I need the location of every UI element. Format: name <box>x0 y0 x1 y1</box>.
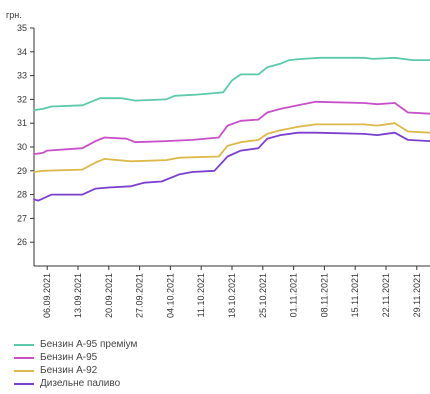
x-tick-label: 20.09.2021 <box>104 273 114 318</box>
x-tick-label: 29.11.2021 <box>412 273 422 317</box>
x-tick-label: 06.09.2021 <box>42 273 52 318</box>
legend-item: Дизельне паливо <box>14 377 137 390</box>
x-tick-label: 13.09.2021 <box>73 273 83 318</box>
y-tick-label: 35 <box>17 23 27 33</box>
y-tick-label: 32 <box>17 94 27 104</box>
x-tick-label: 27.09.2021 <box>135 273 145 318</box>
x-tick-label: 25.10.2021 <box>258 273 268 318</box>
legend-label: Бензин А-95 преміум <box>40 339 138 350</box>
series-line-3 <box>33 131 430 202</box>
legend-swatch <box>14 382 34 385</box>
y-tick-label: 28 <box>17 190 27 200</box>
series-line-0 <box>33 56 430 111</box>
y-axis-ticks: 26 27 28 29 30 31 32 33 34 35 <box>17 23 34 247</box>
legend-item: Бензин А-95 преміум <box>14 338 137 351</box>
x-tick-label: 22.11.2021 <box>381 273 391 317</box>
x-axis-ticks: 06.09.2021 13.09.2021 20.09.2021 27.09.2021… <box>42 266 422 318</box>
x-tick-label: 11.10.2021 <box>196 273 206 317</box>
x-tick-label: 04.10.2021 <box>165 273 175 318</box>
legend-swatch <box>14 356 34 359</box>
legend-item: Бензин А-95 <box>14 351 137 364</box>
y-tick-label: 34 <box>17 47 27 57</box>
legend-label: Дизельне паливо <box>40 378 121 389</box>
legend-label: Бензин А-92 <box>40 365 98 376</box>
y-tick-label: 31 <box>17 118 27 128</box>
x-tick-label: 18.10.2021 <box>227 273 237 318</box>
x-tick-label: 08.11.2021 <box>319 273 329 317</box>
legend-swatch <box>14 343 34 346</box>
legend-swatch <box>14 369 34 372</box>
legend-label: Бензин А-95 <box>40 352 98 363</box>
y-tick-label: 27 <box>17 213 27 223</box>
x-tick-label: 15.11.2021 <box>350 273 360 317</box>
series-line-1 <box>33 100 430 155</box>
series-lines <box>33 56 430 202</box>
y-tick-label: 29 <box>17 166 27 176</box>
y-tick-label: 26 <box>17 237 27 247</box>
y-tick-label: 30 <box>17 142 27 152</box>
legend: Бензин А-95 преміум Бензин А-95 Бензин А-9… <box>14 338 137 390</box>
series-line-2 <box>33 122 430 173</box>
y-axis-unit-label: грн. <box>6 10 22 20</box>
legend-item: Бензин А-92 <box>14 364 137 377</box>
y-tick-label: 33 <box>17 71 27 81</box>
x-tick-label: 01.11.2021 <box>289 273 299 317</box>
line-chart-svg: грн. 26 27 28 29 30 31 32 33 34 35 06.09.2021 13.0… <box>6 10 430 318</box>
